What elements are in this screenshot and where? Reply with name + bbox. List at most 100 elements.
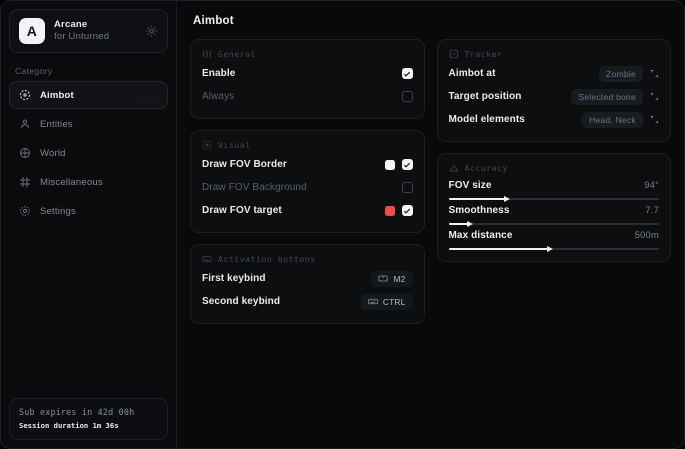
slider-header: Max distance 500m — [449, 229, 660, 241]
row-controls: Head, Neck — [582, 111, 659, 128]
row-draw-fov-target[interactable]: Draw FOV target — [202, 199, 413, 222]
keybind-pill-first[interactable]: M2 — [371, 270, 413, 287]
triangle-icon — [448, 163, 459, 173]
panel-header: Accuracy — [448, 163, 660, 173]
sidebar-item-label: Entities — [40, 118, 73, 130]
slider-max-distance[interactable]: Max distance 500m — [448, 226, 660, 252]
expand-icon[interactable] — [650, 92, 659, 101]
sidebar-item-label: Miscellaneous — [40, 176, 103, 188]
panel-header-label: Accuracy — [464, 163, 508, 173]
row-aimbot-at[interactable]: Aimbot at Zombie — [449, 62, 660, 85]
keyboard-icon — [368, 298, 378, 305]
panel-header: Tracker — [449, 49, 660, 59]
slider-fov-size[interactable]: FOV size 94° — [448, 176, 660, 202]
sidebar-item-miscellaneous[interactable]: Miscellaneous — [9, 168, 168, 196]
dropdown-aimbot-at[interactable]: Zombie — [599, 65, 643, 82]
slider-track[interactable] — [448, 246, 659, 252]
slider-value: 94° — [644, 179, 659, 190]
row-model-elements[interactable]: Model elements Head, Neck — [449, 108, 660, 131]
brand-card[interactable]: A Arcane for Unturned — [9, 9, 168, 53]
panel-activation-buttons: Activation buttons First keybind M2 — [190, 244, 425, 324]
slider-knob[interactable] — [546, 246, 553, 252]
row-always[interactable]: Always — [202, 85, 413, 108]
eye-icon — [202, 140, 212, 150]
page-title: Aimbot — [193, 15, 234, 27]
panel-header-label: Tracker — [464, 49, 503, 59]
checkbox-enable[interactable] — [401, 68, 413, 79]
dropdown-value: Selected bone — [578, 91, 636, 102]
checkbox-draw-fov-border[interactable] — [401, 159, 413, 170]
color-swatch-fov-border[interactable] — [384, 159, 395, 170]
slider-fill — [448, 248, 550, 250]
row-controls: Zombie — [599, 65, 659, 82]
gear-icon — [19, 205, 31, 217]
row-label: Enable — [202, 68, 236, 79]
slider-track[interactable] — [448, 221, 659, 227]
slider-smoothness[interactable]: Smoothness 7.7 — [448, 201, 660, 227]
dropdown-target-position[interactable]: Selected bone — [571, 88, 643, 105]
mouse-icon — [378, 275, 389, 282]
slider-knob[interactable] — [504, 196, 511, 202]
checkbox-always[interactable] — [401, 91, 413, 102]
row-controls — [401, 91, 413, 102]
row-second-keybind[interactable]: Second keybind CTRL — [202, 290, 413, 313]
row-label: First keybind — [202, 273, 266, 284]
slider-header: FOV size 94° — [449, 179, 660, 191]
main-content: Aimbot General Enable — [177, 1, 684, 448]
row-label: Second keybind — [202, 296, 281, 307]
slider-fill — [448, 198, 508, 200]
panel-general: General Enable Always — [190, 39, 425, 119]
row-draw-fov-border[interactable]: Draw FOV Border — [202, 153, 413, 176]
row-label: Draw FOV Background — [202, 182, 307, 193]
expand-icon[interactable] — [650, 115, 659, 124]
sidebar-item-aimbot[interactable]: Aimbot cheat — [9, 81, 168, 109]
avatar: A — [19, 18, 45, 44]
right-column: Tracker Aimbot at Zombie — [436, 39, 671, 262]
expand-icon[interactable] — [650, 69, 659, 78]
dropdown-model-elements[interactable]: Head, Neck — [582, 111, 643, 128]
row-label: Aimbot at — [448, 68, 496, 79]
sidebar-item-label: Aimbot — [40, 89, 74, 101]
keybind-value: CTRL — [382, 296, 406, 307]
session-duration-text: Session duration 1m 36s — [19, 421, 119, 430]
panel-visual: Visual Draw FOV Border Draw FOV Backgrou… — [190, 130, 425, 233]
slider-value: 7.7 — [645, 204, 659, 215]
subscription-status-card: Sub expires in 42d 00h Session duration … — [9, 398, 168, 440]
dropdown-value: Zombie — [606, 68, 636, 79]
left-column: General Enable Always — [190, 39, 425, 324]
sidebar-item-entities[interactable]: Entities — [9, 110, 168, 138]
sidebar-item-world[interactable]: World — [9, 139, 168, 167]
sidebar-item-ghost-label: cheat — [137, 98, 157, 105]
person-icon — [19, 118, 31, 130]
checkbox-draw-fov-target[interactable] — [401, 205, 413, 216]
sidebar-item-settings[interactable]: Settings — [9, 197, 168, 225]
gear-icon[interactable] — [145, 25, 158, 38]
slider-value: 500m — [634, 229, 659, 240]
row-first-keybind[interactable]: First keybind M2 — [202, 267, 413, 290]
slider-header: Smoothness 7.7 — [449, 204, 660, 216]
row-enable[interactable]: Enable — [202, 62, 413, 85]
slider-track[interactable] — [448, 196, 659, 202]
color-swatch-fov-target[interactable] — [384, 205, 395, 216]
brand-name: Arcane — [54, 18, 88, 30]
row-label: Target position — [448, 91, 522, 102]
slider-label: FOV size — [448, 180, 492, 191]
row-label: Draw FOV Border — [202, 159, 287, 170]
row-draw-fov-background[interactable]: Draw FOV Background — [202, 176, 413, 199]
brand-texts: Arcane for Unturned — [54, 18, 110, 43]
slider-label: Smoothness — [448, 205, 510, 216]
brand-subtitle: for Unturned — [54, 30, 110, 42]
keybind-pill-second[interactable]: CTRL — [360, 293, 413, 310]
sidebar: A Arcane for Unturned Category Aimb — [1, 1, 177, 448]
row-target-position[interactable]: Target position Selected bone — [449, 85, 660, 108]
panel-header-label: Activation buttons — [218, 254, 316, 264]
row-controls: Selected bone — [571, 88, 659, 105]
checkbox-draw-fov-background[interactable] — [401, 182, 413, 193]
panel-header: General — [202, 49, 413, 59]
panel-header: Visual — [202, 140, 413, 150]
slider-knob[interactable] — [466, 221, 473, 227]
sidebar-item-label: Settings — [40, 205, 76, 217]
sidebar-spacer — [9, 226, 168, 398]
panel-header: Activation buttons — [202, 254, 413, 264]
